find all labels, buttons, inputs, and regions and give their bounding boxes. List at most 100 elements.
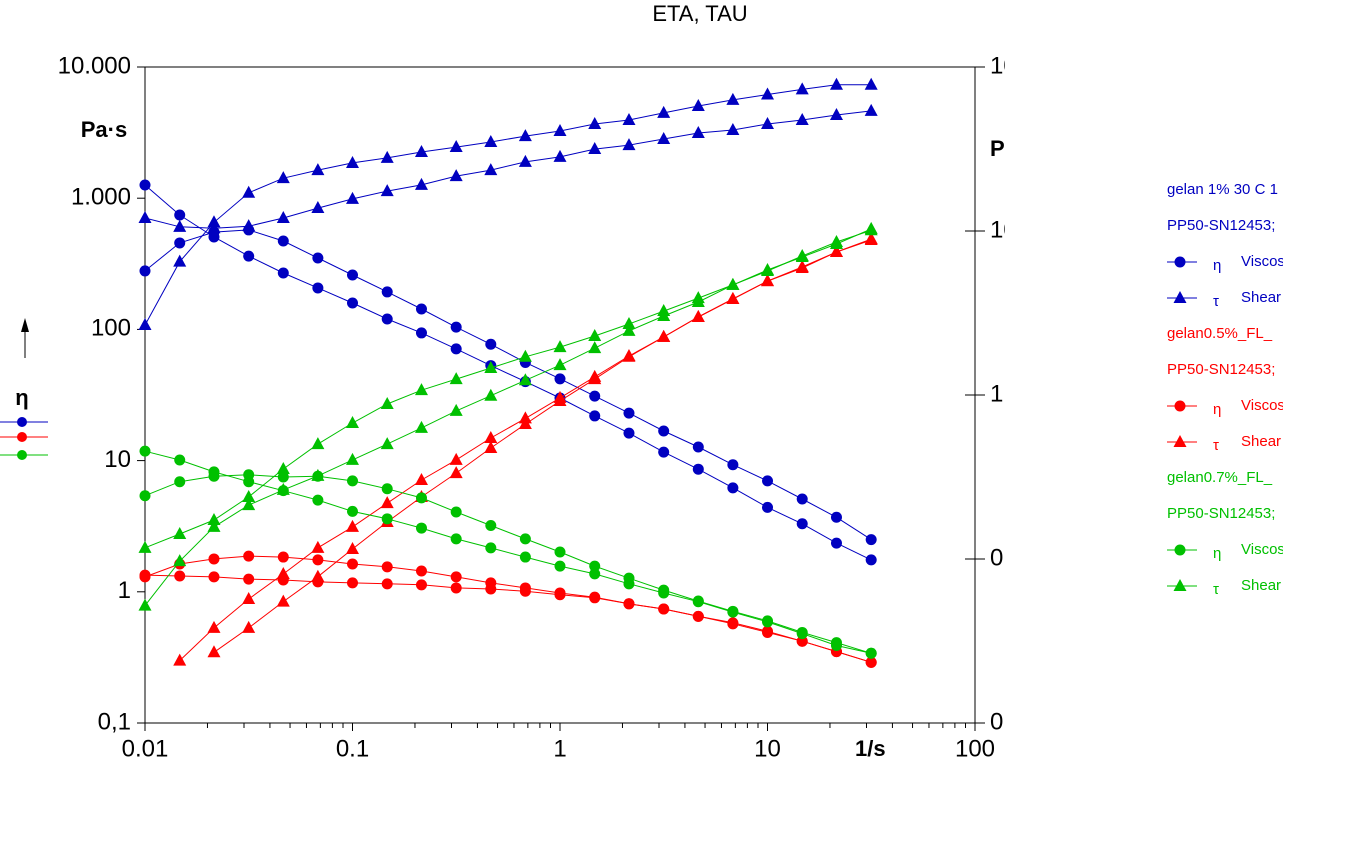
data-point <box>796 493 808 505</box>
data-point <box>312 554 324 566</box>
series-line <box>213 239 872 653</box>
data-point <box>553 340 567 353</box>
data-point <box>415 492 427 504</box>
data-point <box>864 77 878 90</box>
data-point <box>829 234 843 247</box>
data-point <box>761 274 774 287</box>
data-point <box>692 595 704 607</box>
legend-marker <box>1174 400 1186 412</box>
data-point <box>380 437 394 450</box>
data-point <box>415 303 427 315</box>
data-point <box>276 211 290 224</box>
data-point <box>242 219 256 232</box>
legend-entry: Shear <box>1241 433 1281 450</box>
chart-title: ETA, TAU <box>652 1 747 26</box>
data-point <box>380 150 394 163</box>
legend-entry: Shear <box>1241 289 1281 306</box>
data-point <box>346 155 359 168</box>
data-point <box>449 372 463 385</box>
data-point <box>450 571 462 583</box>
data-point <box>311 569 325 582</box>
data-point <box>553 149 567 162</box>
y2-tick-label: 0,1 <box>990 544 1023 571</box>
data-point <box>381 483 393 495</box>
data-point <box>796 518 808 530</box>
data-point <box>347 577 358 589</box>
data-point <box>138 540 152 553</box>
data-point <box>795 113 809 126</box>
series-line <box>144 229 872 606</box>
legend-marker <box>1173 579 1187 591</box>
data-point <box>795 248 809 261</box>
data-point <box>346 542 359 555</box>
side-label: η <box>15 385 28 410</box>
legend-entry: Shear <box>1241 577 1281 594</box>
data-point <box>761 87 774 100</box>
data-point <box>312 494 324 506</box>
data-point <box>173 527 187 540</box>
data-point <box>242 620 256 633</box>
data-point <box>208 553 220 565</box>
series-line <box>144 574 872 663</box>
data-point <box>795 82 809 95</box>
data-point <box>554 560 566 572</box>
data-point <box>761 264 774 277</box>
data-point <box>622 323 636 336</box>
data-point <box>829 77 843 90</box>
y2-tick-label: 1 <box>990 380 1003 407</box>
data-point <box>276 594 290 607</box>
legend-method: PP50-SN12453; <box>1167 217 1275 234</box>
side-legend-marker <box>17 417 27 427</box>
data-point <box>173 254 187 267</box>
data-point <box>312 252 324 264</box>
data-point <box>727 605 739 617</box>
data-point <box>589 390 601 402</box>
y-tick-label: 1.000 <box>71 184 131 211</box>
data-point <box>692 463 704 475</box>
data-point <box>277 551 289 563</box>
data-point <box>796 635 808 647</box>
data-point <box>829 244 843 257</box>
data-point <box>347 297 358 309</box>
data-point <box>380 397 394 410</box>
data-point <box>414 145 428 158</box>
data-point <box>449 452 463 465</box>
data-point <box>449 169 463 182</box>
data-point <box>726 92 740 105</box>
data-point <box>554 589 566 601</box>
data-point <box>450 321 462 333</box>
data-point <box>727 618 739 630</box>
x-tick-label: 0.01 <box>122 735 169 762</box>
data-point <box>658 603 670 615</box>
data-point <box>518 349 532 362</box>
data-point <box>485 542 497 554</box>
legend-entry: Viscos <box>1241 397 1285 414</box>
data-point <box>415 579 427 591</box>
legend-symbol: η <box>1213 545 1221 562</box>
data-point <box>485 520 497 532</box>
data-point <box>207 221 221 234</box>
data-point <box>415 327 427 339</box>
data-point <box>657 329 671 342</box>
data-point <box>865 656 877 668</box>
data-point <box>589 560 601 572</box>
data-point <box>139 179 151 191</box>
data-point <box>865 534 877 546</box>
data-point <box>311 437 325 450</box>
data-point <box>346 519 359 532</box>
y-axis-label: Pa·s <box>81 117 127 142</box>
data-point <box>589 568 601 580</box>
legend-symbol: τ <box>1213 293 1219 310</box>
y-tick-label: 0,1 <box>98 708 131 735</box>
data-point <box>311 540 325 553</box>
legend-entry: Viscos <box>1241 541 1285 558</box>
data-point <box>173 653 187 666</box>
data-point <box>347 269 358 281</box>
data-point <box>207 512 221 525</box>
y-tick-label: 100 <box>91 315 131 342</box>
data-point <box>829 107 843 120</box>
data-point <box>450 506 462 518</box>
data-point <box>553 393 567 406</box>
axis-arrow-head <box>21 318 29 332</box>
data-point <box>726 291 740 304</box>
